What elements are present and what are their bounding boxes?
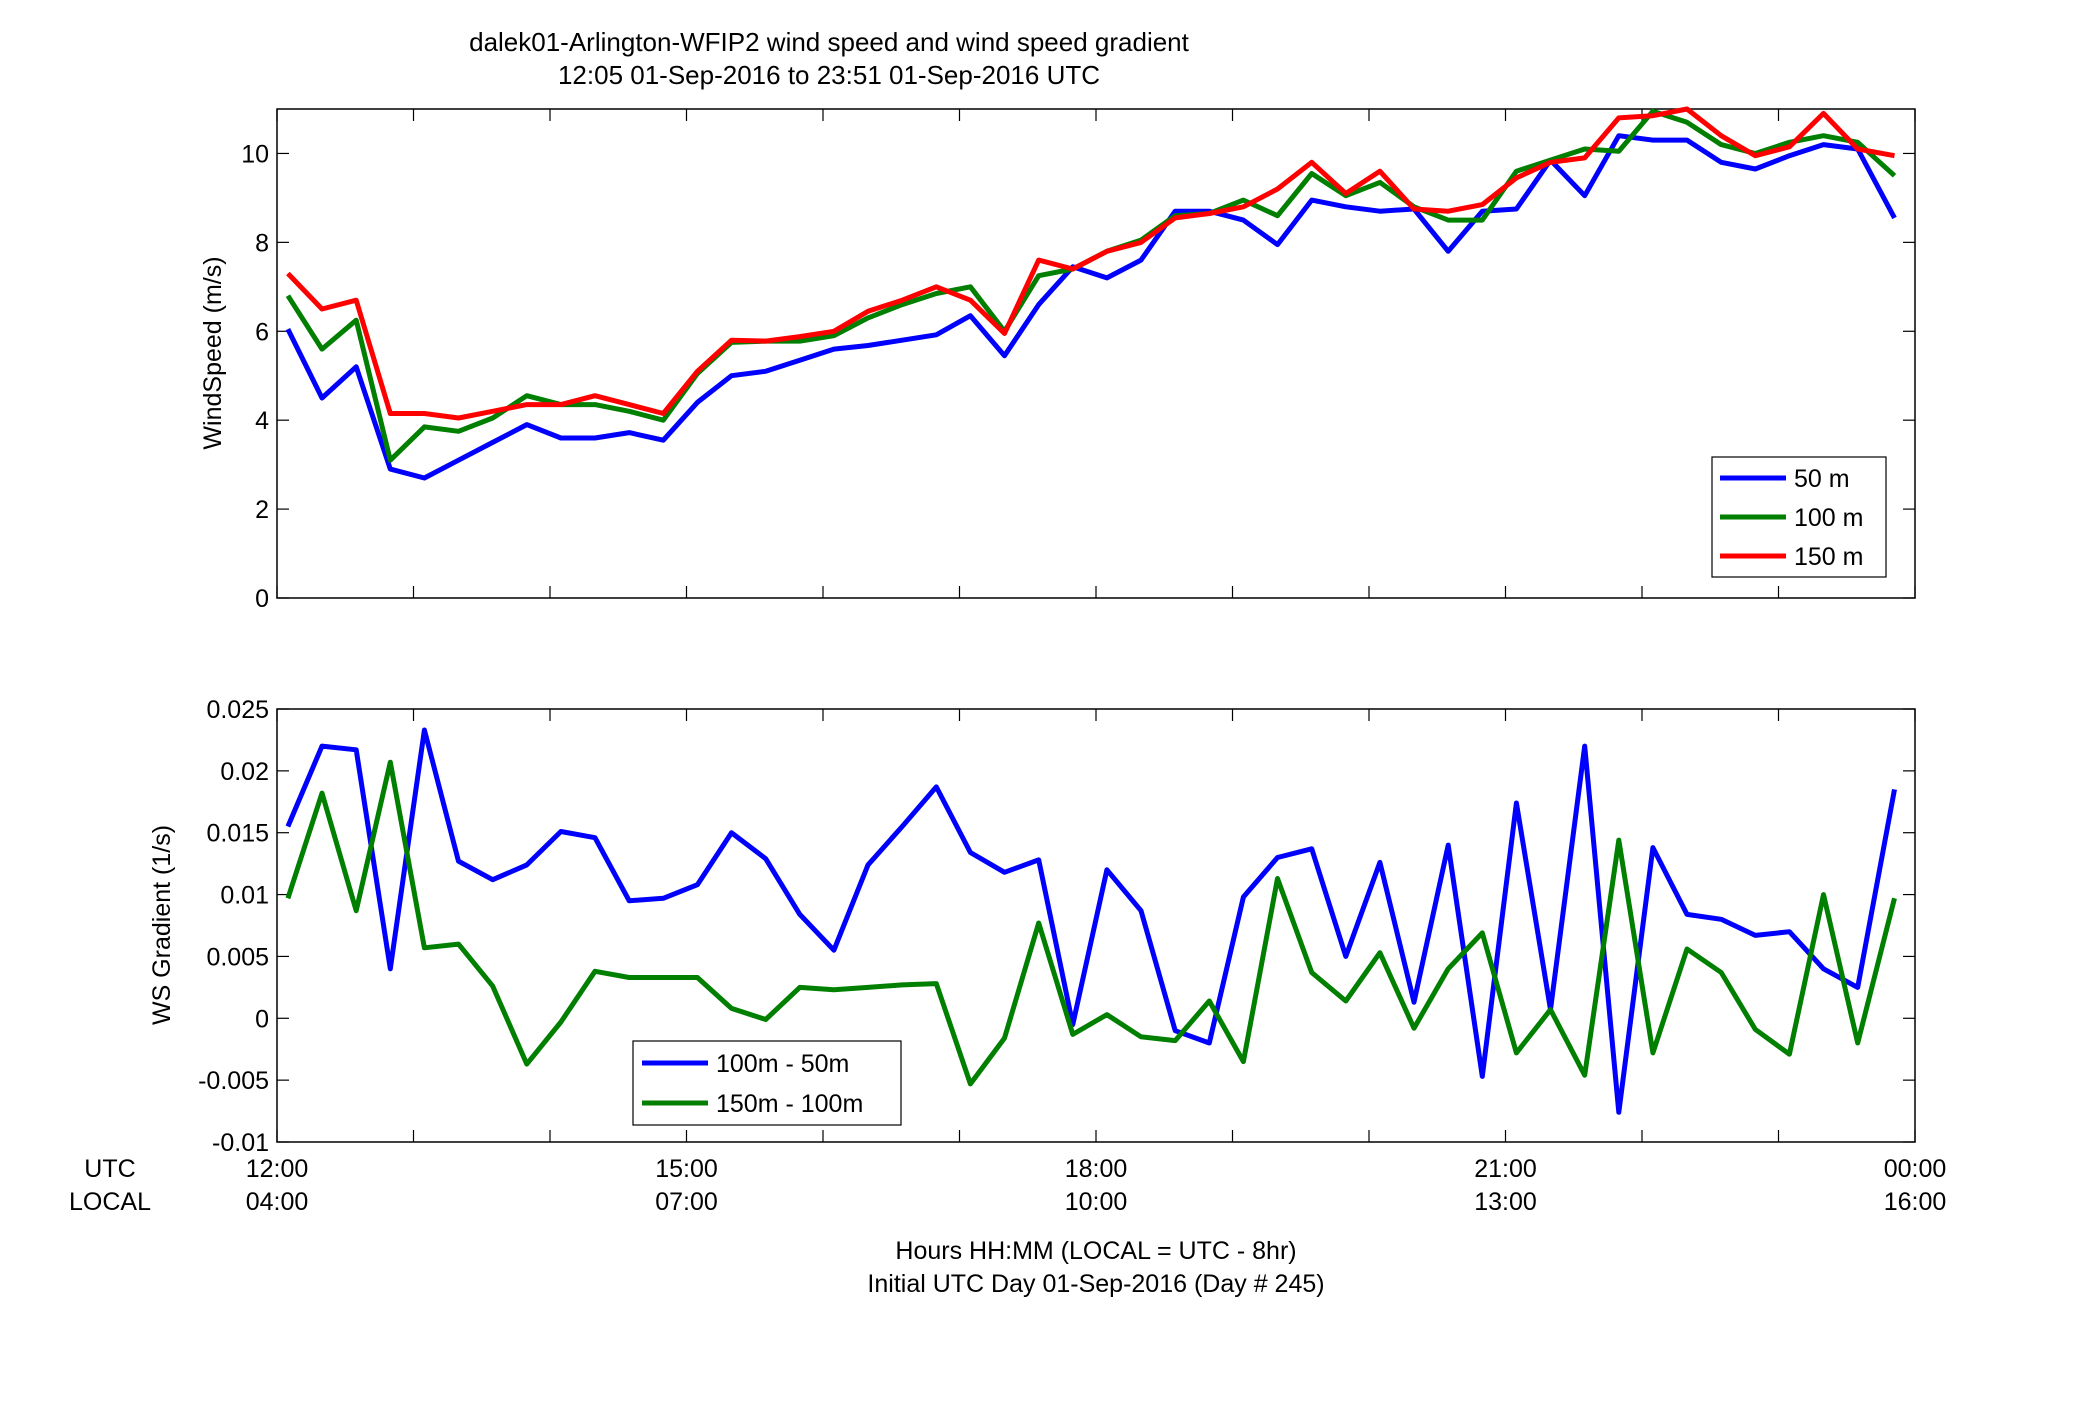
- gradient-x-ticks: [276, 709, 1916, 1142]
- y-tick-label: 8: [255, 229, 269, 257]
- y-tick-label: 0.025: [206, 696, 269, 724]
- y-tick-label: 0.02: [220, 758, 269, 786]
- gradient-y-ticks: -0.01 -0.005 0 0.005 0.01 0.015 0.02 0.025: [198, 696, 1915, 1157]
- windspeed-series-lines: [285, 106, 1897, 481]
- y-tick-label: 2: [255, 496, 269, 524]
- x-tick-label-local: 10:00: [1065, 1188, 1128, 1216]
- y-tick-label: -0.005: [198, 1067, 269, 1095]
- series-line-150-m: [286, 106, 1895, 421]
- windspeed-y-ticks: 0 2 4 6 8 10: [241, 140, 1915, 613]
- y-tick-label: 0: [255, 585, 269, 613]
- x-axis-sublabel: Initial UTC Day 01-Sep-2016 (Day # 245): [867, 1270, 1324, 1298]
- legend-label-150m: 150 m: [1794, 543, 1863, 571]
- y-tick-label: 0.005: [206, 943, 269, 971]
- x-tick-label-utc: 18:00: [1065, 1155, 1128, 1183]
- x-tick-label-local: 16:00: [1884, 1188, 1947, 1216]
- legend-label-100m-minus-50m: 100m - 50m: [716, 1050, 849, 1078]
- local-row-label: LOCAL: [69, 1188, 151, 1216]
- chart-subtitle: 12:05 01-Sep-2016 to 23:51 01-Sep-2016 U…: [558, 60, 1100, 90]
- series-line-100m-50m: [285, 727, 1897, 1115]
- windspeed-panel: 0 2 4 6 8 10 WindSpeed (m/s) 50 m 100 m 150 m: [199, 106, 1916, 613]
- x-tick-label-utc: 12:00: [246, 1155, 309, 1183]
- gradient-y-axis-label: WS Gradient (1/s): [148, 825, 176, 1025]
- legend-label-100m: 100 m: [1794, 504, 1863, 532]
- windspeed-y-axis-label: WindSpeed (m/s): [199, 256, 227, 449]
- x-tick-label-utc: 21:00: [1474, 1155, 1537, 1183]
- chart-title: dalek01-Arlington-WFIP2 wind speed and w…: [469, 27, 1190, 57]
- legend-label-150m-minus-100m: 150m - 100m: [716, 1090, 863, 1118]
- windspeed-axes-box: [276, 108, 1916, 599]
- y-tick-label: -0.01: [212, 1129, 269, 1157]
- y-tick-label: 0.015: [206, 820, 269, 848]
- x-tick-label-local: 04:00: [246, 1188, 309, 1216]
- y-tick-label: 0: [255, 1005, 269, 1033]
- x-tick-labels: 12:00 04:00 15:00 07:00 18:00 10:00 21:00 13:00…: [246, 1155, 1947, 1216]
- gradient-series-lines: [285, 727, 1897, 1115]
- gradient-legend: 100m - 50m 150m - 100m: [632, 1040, 902, 1126]
- windspeed-legend: 50 m 100 m 150 m: [1711, 456, 1887, 578]
- legend-label-50m: 50 m: [1794, 465, 1850, 493]
- series-line-150m-100m: [285, 759, 1897, 1087]
- y-tick-label: 4: [255, 407, 269, 435]
- x-tick-label-local: 07:00: [655, 1188, 718, 1216]
- y-tick-label: 6: [255, 318, 269, 346]
- x-tick-label-local: 13:00: [1474, 1188, 1537, 1216]
- utc-row-label: UTC: [84, 1155, 135, 1183]
- gradient-panel: -0.01 -0.005 0 0.005 0.01 0.015 0.02 0.025 WS G…: [148, 696, 1916, 1157]
- series-line-50-m: [285, 133, 1897, 481]
- y-tick-label: 0.01: [220, 882, 269, 910]
- x-axis-label: Hours HH:MM (LOCAL = UTC - 8hr): [895, 1237, 1296, 1265]
- gradient-legend-box: [632, 1040, 902, 1126]
- y-tick-label: 10: [241, 140, 269, 168]
- x-tick-label-utc: 00:00: [1884, 1155, 1947, 1183]
- x-tick-label-utc: 15:00: [655, 1155, 718, 1183]
